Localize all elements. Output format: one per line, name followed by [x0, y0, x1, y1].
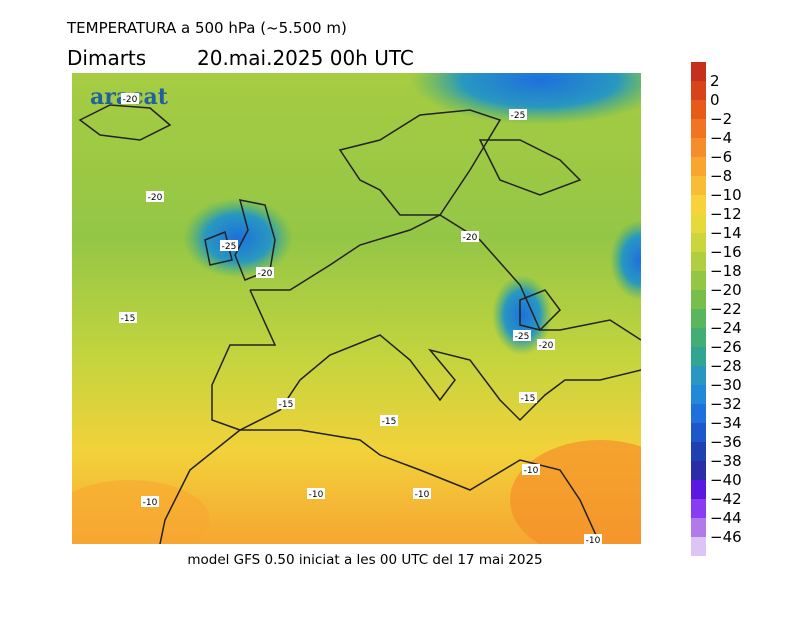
- contour-label: -15: [382, 417, 397, 427]
- contour-label: -15: [121, 314, 136, 324]
- colorbar-bin: [691, 442, 706, 461]
- colorbar-label: −38: [710, 452, 742, 470]
- contour-label: -10: [143, 498, 158, 508]
- contour-label-bg: [121, 93, 139, 104]
- contour-label: -25: [511, 111, 526, 121]
- contour-label: -10: [309, 490, 324, 500]
- map: [72, 73, 641, 544]
- colorbar-label: −10: [710, 186, 742, 204]
- contour-label-bg: [277, 398, 295, 409]
- contour-label-bg: [380, 415, 398, 426]
- colorbar-bin: [691, 366, 706, 385]
- contour-label: -25: [222, 242, 237, 252]
- colorbar-bin: [691, 404, 706, 423]
- contour-label: -15: [279, 400, 294, 410]
- colorbar-label: −22: [710, 300, 742, 318]
- colorbar-label: −16: [710, 243, 742, 261]
- colorbar-label: −12: [710, 205, 742, 223]
- contour-label-bg: [307, 488, 325, 499]
- colorbar-bin: [691, 290, 706, 309]
- colorbar-bin: [691, 119, 706, 138]
- colorbar-bin: [691, 176, 706, 195]
- contour-label: -20: [148, 193, 163, 203]
- colorbar-label: −42: [710, 490, 742, 508]
- contour-label-bg: [522, 464, 540, 475]
- title: TEMPERATURA a 500 hPa (~5.500 m): [66, 19, 347, 37]
- contour-label-bg: [584, 534, 602, 545]
- footer: model GFS 0.50 iniciat a les 00 UTC del …: [187, 552, 542, 568]
- colorbar-bin: [691, 423, 706, 442]
- colorbar-bin: [691, 138, 706, 157]
- colorbar-bin: [691, 328, 706, 347]
- contour-label: -25: [515, 332, 530, 342]
- contour-label-bg: [537, 339, 555, 350]
- colorbar-label: −32: [710, 395, 742, 413]
- contour-label-bg: [519, 392, 537, 403]
- colorbar-bin: [691, 233, 706, 252]
- colorbar-label: −6: [710, 148, 732, 166]
- colorbar-label: −2: [710, 110, 732, 128]
- contour-label-bg: [141, 496, 159, 507]
- contour-label: -10: [524, 466, 539, 476]
- colorbar-bin: [691, 157, 706, 176]
- contour-label: -20: [123, 95, 138, 105]
- date: 20.mai.2025 00h UTC: [197, 46, 414, 70]
- contour-label: -20: [258, 269, 273, 279]
- day: Dimarts: [67, 46, 146, 70]
- colorbar-label: −24: [710, 319, 742, 337]
- contour-label-bg: [413, 488, 431, 499]
- contour-label-bg: [119, 312, 137, 323]
- colorbar-label: 2: [710, 72, 720, 90]
- colorbar-bin: [691, 480, 706, 499]
- colorbar-label: −26: [710, 338, 742, 356]
- contour-label-bg: [513, 330, 531, 341]
- colorbar-label: −4: [710, 129, 732, 147]
- colorbar-bin: [691, 518, 706, 537]
- colorbar-label: −44: [710, 509, 742, 527]
- contour-label-bg: [220, 240, 238, 251]
- colorbar-label: −18: [710, 262, 742, 280]
- contour-label-bg: [461, 231, 479, 242]
- colorbar-label: −36: [710, 433, 742, 451]
- colorbar-bin: [691, 461, 706, 480]
- contour-label-bg: [146, 191, 164, 202]
- colorbar-label: −40: [710, 471, 742, 489]
- colorbar-bin: [691, 100, 706, 119]
- contour-label: -10: [415, 490, 430, 500]
- contour-label: -20: [463, 233, 478, 243]
- colorbar-label: −20: [710, 281, 742, 299]
- colorbar-label: −28: [710, 357, 742, 375]
- contour-label: -15: [521, 394, 536, 404]
- colorbar-bin: [691, 309, 706, 328]
- colorbar-bin: [691, 385, 706, 404]
- colorbar-label: −30: [710, 376, 742, 394]
- colorbar-label: −46: [710, 528, 742, 546]
- contour-label: -20: [539, 341, 554, 351]
- contour-label-bg: [509, 109, 527, 120]
- contour-label-bg: [256, 267, 274, 278]
- colorbar-bin: [691, 62, 706, 81]
- colorbar-bin: [691, 195, 706, 214]
- colorbar-label: −8: [710, 167, 732, 185]
- colorbar-bin: [691, 81, 706, 100]
- colorbar-bin: [691, 347, 706, 366]
- contour-label: -10: [586, 536, 601, 546]
- colorbar-bin: [691, 214, 706, 233]
- colorbar-label: 0: [710, 91, 720, 109]
- colorbar-label: −34: [710, 414, 742, 432]
- colorbar-label: −14: [710, 224, 742, 242]
- colorbar-bin: [691, 499, 706, 518]
- colorbar-bin: [691, 537, 706, 556]
- colorbar-bin: [691, 252, 706, 271]
- colorbar-bin: [691, 271, 706, 290]
